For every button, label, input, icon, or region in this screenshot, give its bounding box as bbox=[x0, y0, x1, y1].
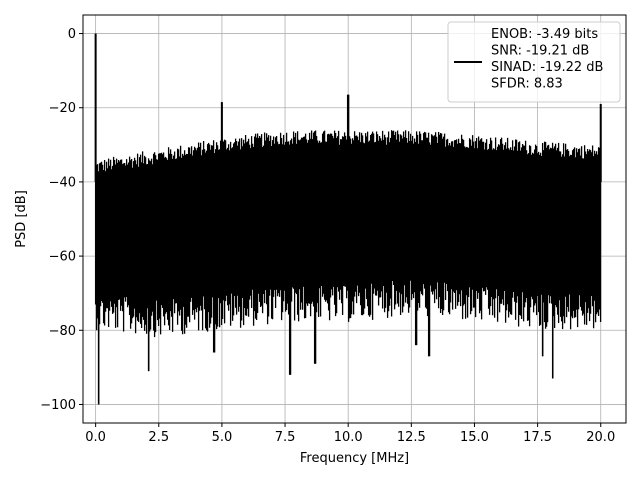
x-tick-label: 0.0 bbox=[85, 430, 106, 445]
y-tick-label: −60 bbox=[49, 250, 76, 265]
x-tick-label: 12.5 bbox=[397, 430, 426, 445]
x-axis-ticks: 0.0 2.5 5.0 7.5 10.0 12.5 15.0 17.5 20.0 bbox=[85, 423, 615, 445]
y-tick-label: −80 bbox=[49, 324, 76, 339]
legend-entry-sfdr: SFDR: 8.83 bbox=[491, 77, 563, 92]
x-tick-label: 5.0 bbox=[212, 430, 233, 445]
y-tick-label: −40 bbox=[49, 175, 76, 190]
x-tick-label: 2.5 bbox=[148, 430, 169, 445]
x-axis-label: Frequency [MHz] bbox=[300, 451, 409, 466]
y-axis-label: PSD [dB] bbox=[14, 190, 29, 248]
x-tick-label: 15.0 bbox=[460, 430, 489, 445]
y-axis-ticks: 0 −20 −40 −60 −80 −100 bbox=[40, 27, 83, 413]
legend: ENOB: -3.49 bits SNR: -19.21 dB SINAD: -… bbox=[447, 21, 621, 103]
y-tick-label: −20 bbox=[49, 101, 76, 116]
legend-box bbox=[447, 21, 621, 103]
x-tick-label: 7.5 bbox=[275, 430, 296, 445]
x-tick-label: 10.0 bbox=[334, 430, 363, 445]
legend-entry-sinad: SINAD: -19.22 dB bbox=[491, 60, 603, 75]
y-tick-label: 0 bbox=[68, 27, 76, 42]
psd-trace bbox=[94, 33, 602, 405]
legend-entry-snr: SNR: -19.21 dB bbox=[491, 44, 589, 59]
plot-frame bbox=[82, 14, 627, 424]
legend-entry-enob: ENOB: -3.49 bits bbox=[491, 27, 598, 42]
y-tick-label: −100 bbox=[40, 398, 76, 413]
x-tick-label: 17.5 bbox=[523, 430, 552, 445]
x-tick-label: 20.0 bbox=[586, 430, 615, 445]
